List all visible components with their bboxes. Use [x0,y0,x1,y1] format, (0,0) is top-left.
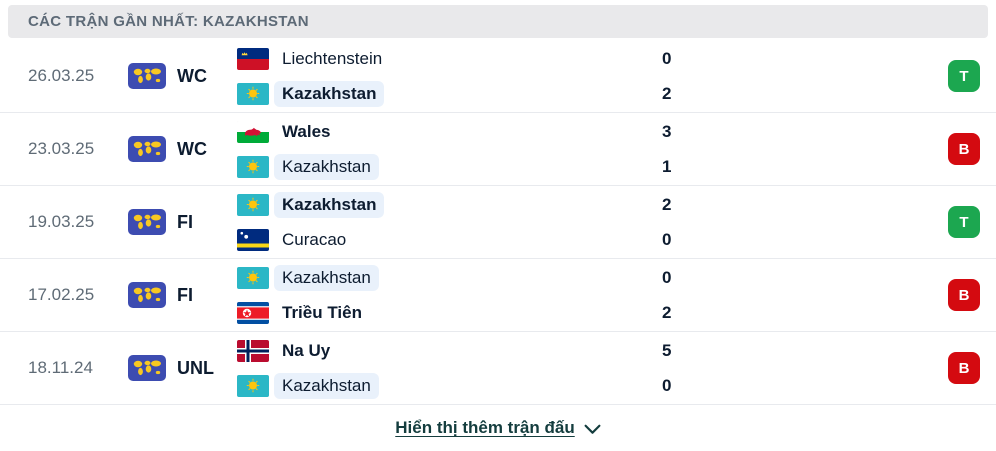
team-name: Kazakhstan [274,191,385,218]
kazakhstan-flag [237,82,269,105]
result-badge[interactable]: B [948,352,980,384]
team-row: Kazakhstan 1 [237,153,936,181]
team-name: Kazakhstan [274,372,379,399]
world-map-icon [128,355,166,381]
team-name: Curacao [282,229,347,249]
competition-code: FI [177,211,193,232]
liechtenstein-flag [237,47,269,70]
team-score: 0 [662,229,672,249]
team-name: Kazakhstan [274,264,379,291]
competition-code: WC [177,65,207,86]
teams: Kazakhstan 2 Curacao 0 [237,186,936,258]
show-more-link[interactable]: Hiển thị thêm trận đấu [395,418,575,437]
team-name: Liechtenstein [282,48,383,68]
team-name: Kazakhstan [274,80,385,107]
competition: WC [128,63,207,89]
match-list: 26.03.25 WC Liechtenstein 0 Kazakhstan 2… [0,40,996,405]
team-row: Kazakhstan 0 [237,372,936,400]
team-score: 0 [662,48,672,68]
result-badge[interactable]: B [948,133,980,165]
team-name: Na Uy [282,340,331,360]
curacao-flag [237,228,269,251]
north-korea-flag [237,301,269,324]
world-map-icon [128,136,166,162]
section-header: CÁC TRẬN GẦN NHẤT: KAZAKHSTAN [8,5,988,38]
competition: FI [128,282,193,308]
team-row: Wales 3 [237,118,936,146]
show-more[interactable]: Hiển thị thêm trận đấu [0,405,996,451]
match-row[interactable]: 23.03.25 WC Wales 3 Kazakhstan 1 B [0,113,996,186]
teams: Wales 3 Kazakhstan 1 [237,113,936,185]
team-score: 0 [662,375,672,395]
competition-code: WC [177,138,207,159]
team-score: 2 [662,194,672,214]
match-row[interactable]: 17.02.25 FI Kazakhstan 0 Triều Tiên 2 B [0,259,996,332]
team-row: Curacao 0 [237,226,936,254]
section-title: CÁC TRẬN GẦN NHẤT: KAZAKHSTAN [28,13,309,30]
team-row: Kazakhstan 2 [237,80,936,108]
team-row: Triều Tiên 2 [237,299,936,327]
competition-code: FI [177,284,193,305]
world-map-icon [128,282,166,308]
competition: WC [128,136,207,162]
match-row[interactable]: 19.03.25 FI Kazakhstan 2 Curacao 0 T [0,186,996,259]
kazakhstan-flag [237,193,269,216]
match-row[interactable]: 26.03.25 WC Liechtenstein 0 Kazakhstan 2… [0,40,996,113]
match-row[interactable]: 18.11.24 UNL Na Uy 5 Kazakhstan 0 B [0,332,996,405]
result-badge[interactable]: T [948,206,980,238]
match-date: 23.03.25 [28,139,95,158]
team-score: 3 [662,121,672,141]
team-row: Kazakhstan 0 [237,264,936,292]
match-date: 19.03.25 [28,212,95,231]
teams: Liechtenstein 0 Kazakhstan 2 [237,40,936,112]
wales-flag [237,120,269,143]
chevron-down-icon[interactable] [584,424,601,435]
team-row: Kazakhstan 2 [237,191,936,219]
team-score: 1 [662,156,672,176]
team-name: Triều Tiên [282,302,362,322]
norway-flag [237,339,269,362]
world-map-icon [128,209,166,235]
team-score: 5 [662,340,672,360]
kazakhstan-flag [237,266,269,289]
team-name: Kazakhstan [274,153,379,180]
competition-code: UNL [177,357,214,378]
kazakhstan-flag [237,374,269,397]
world-map-icon [128,63,166,89]
match-date: 17.02.25 [28,285,95,304]
competition: UNL [128,355,214,381]
result-badge[interactable]: B [948,279,980,311]
match-date: 26.03.25 [28,66,95,85]
teams: Na Uy 5 Kazakhstan 0 [237,332,936,404]
team-score: 0 [662,267,672,287]
team-row: Liechtenstein 0 [237,45,936,73]
teams: Kazakhstan 0 Triều Tiên 2 [237,259,936,331]
result-badge[interactable]: T [948,60,980,92]
team-row: Na Uy 5 [237,337,936,365]
team-name: Wales [282,121,331,141]
team-score: 2 [662,302,672,322]
team-score: 2 [662,83,672,103]
match-date: 18.11.24 [28,358,93,377]
competition: FI [128,209,193,235]
kazakhstan-flag [237,155,269,178]
